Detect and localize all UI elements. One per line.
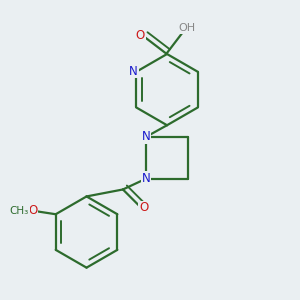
Text: O: O (139, 201, 148, 214)
Text: CH₃: CH₃ (10, 206, 29, 216)
Text: N: N (142, 172, 151, 185)
Text: N: N (129, 65, 138, 78)
Text: O: O (28, 204, 38, 217)
Text: OH: OH (178, 23, 195, 33)
Text: O: O (136, 28, 145, 42)
Text: N: N (142, 130, 151, 143)
